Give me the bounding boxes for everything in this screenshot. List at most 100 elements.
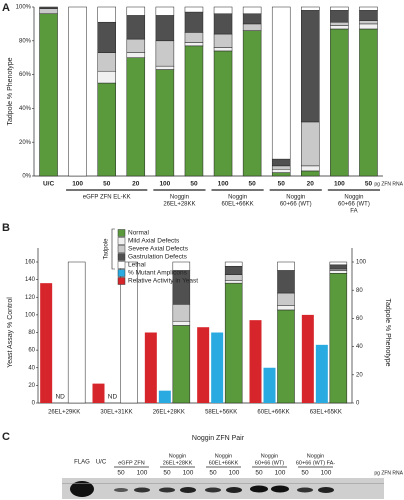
gel-group-label: 60+66 (WT)	[255, 460, 284, 466]
tick-label: 0%	[22, 174, 31, 180]
x-tick-label: 50	[249, 181, 257, 188]
bar-segment	[184, 6, 204, 13]
x-tick-label: 26EL+29KK	[48, 410, 80, 416]
bar-segment	[126, 52, 146, 58]
x-tick-label: 50	[103, 181, 111, 188]
tick-label: 60%	[19, 72, 32, 78]
bar-segment	[301, 6, 320, 11]
bar-segment	[224, 265, 243, 275]
bar-segment	[39, 8, 58, 15]
dose-label: 100	[137, 470, 148, 477]
bar-segment	[329, 261, 348, 266]
bar-segment	[301, 121, 320, 167]
lane-label: U/C	[96, 460, 107, 466]
bar	[40, 283, 53, 403]
dose-label: 50	[209, 470, 217, 477]
x-tick-label: 20	[307, 181, 315, 188]
bar-segment	[97, 21, 116, 53]
x-tick-label: 63EL+65KK	[310, 410, 342, 416]
group-label: 60EL+66KK	[221, 202, 253, 208]
dose-label: 100	[321, 470, 332, 477]
tick-label: 120	[25, 295, 36, 301]
tick-label: 100	[356, 260, 367, 266]
bar-segment	[184, 32, 204, 43]
gel-group-label: 26EL+28KK	[163, 460, 193, 466]
gel-faint-band	[62, 483, 384, 484]
x-tick-label: 50	[190, 181, 198, 188]
legend-bracket	[111, 228, 115, 270]
bar-segment	[155, 65, 175, 70]
bar	[315, 344, 328, 403]
legend-swatch	[117, 229, 126, 237]
bar-segment	[359, 28, 378, 177]
bar-segment	[242, 6, 262, 15]
annotation: ND	[108, 394, 118, 401]
x-tick-label: 50	[365, 181, 373, 188]
legend-swatch	[117, 245, 126, 253]
legend-label: Lethal	[128, 262, 146, 269]
x-tick-label: 100	[159, 181, 170, 188]
dose-label: 50	[255, 470, 263, 477]
bar-segment	[330, 6, 349, 11]
bar-segment	[301, 10, 320, 123]
gel-band	[114, 488, 128, 492]
group-label: 26EL+28KK	[163, 202, 195, 208]
panel-letter: B	[2, 222, 10, 234]
dose-label: 100	[229, 470, 240, 477]
gel-group-label: Noggin	[169, 453, 186, 459]
group-label: Noggin	[344, 195, 363, 201]
dose-label: 100	[275, 470, 286, 477]
bar-segment	[330, 10, 349, 23]
gel-group-label: 60EL+66KK	[209, 460, 239, 466]
bar-segment	[184, 11, 204, 33]
bar-segment	[155, 15, 175, 42]
group-label: Noggin	[228, 195, 247, 201]
bar-segment	[277, 309, 295, 404]
gel-group-label: Noggin	[307, 453, 324, 459]
tick-label: 20	[356, 372, 363, 378]
bar-segment	[126, 15, 146, 40]
bar	[92, 383, 105, 403]
legend-label: % Mutant Amplicons	[128, 270, 188, 277]
bar-segment	[277, 270, 295, 294]
x-tick-label: 60EL+66KK	[257, 410, 289, 416]
bar-segment	[329, 264, 348, 270]
group-label: 60+66 (WT)	[338, 202, 370, 208]
dose-label: 50	[117, 470, 125, 477]
gel-band	[250, 485, 268, 493]
bar	[158, 390, 171, 403]
dose-label: 50	[301, 470, 309, 477]
unit-label: pg ZFN RNA	[374, 470, 403, 476]
x-tick-label: 100	[334, 181, 345, 188]
gel-band	[70, 481, 94, 497]
bar-segment	[126, 57, 146, 177]
bar-segment	[359, 6, 378, 11]
y2-axis-label: Tadpole % Phenotype	[384, 298, 391, 366]
bar	[249, 320, 262, 403]
bar-segment	[242, 23, 262, 31]
bar-segment	[213, 33, 233, 48]
dose-label: 100	[183, 470, 194, 477]
bar-segment	[97, 82, 116, 177]
bar-segment	[242, 13, 262, 25]
gel-group-label: Noggin	[261, 453, 278, 459]
bar-segment	[184, 45, 204, 177]
gel-image	[62, 478, 384, 499]
group-label: eGFP ZFN EL-KK	[83, 195, 131, 201]
tick-label: 40	[28, 365, 35, 371]
bar-segment	[301, 165, 320, 172]
legend-group-label: Tadpole	[104, 238, 110, 260]
tick-label: 20	[28, 383, 35, 389]
bar-segment	[126, 6, 146, 16]
tick-label: 140	[25, 277, 36, 283]
bar-segment	[271, 158, 291, 167]
unit-label: pg ZFN RNA	[374, 181, 403, 187]
bar-segment	[330, 21, 349, 26]
bar-segment	[242, 30, 262, 177]
legend-swatch	[117, 237, 126, 245]
panel-letter: C	[2, 431, 10, 443]
bar-segment	[172, 320, 191, 326]
tick-label: 40%	[19, 106, 32, 112]
legend-swatch	[117, 261, 126, 269]
gel-band	[205, 487, 221, 493]
